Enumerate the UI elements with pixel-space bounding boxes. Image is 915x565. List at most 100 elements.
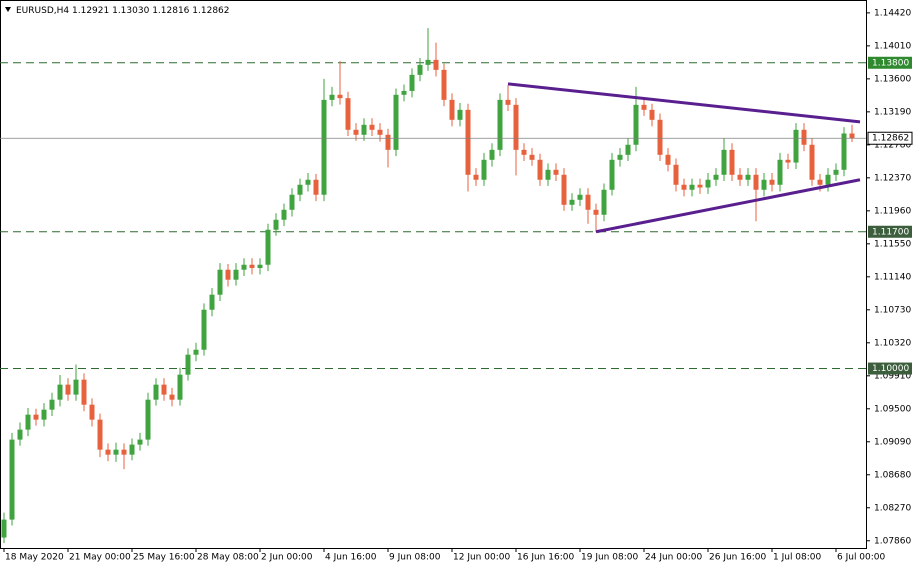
level-label: 1.13800 (872, 58, 909, 68)
y-tick-label: 1.10730 (874, 305, 911, 315)
y-tick-label: 1.12780 (874, 140, 911, 150)
candle-body (265, 229, 271, 265)
candle-body (345, 98, 351, 130)
candle-body (609, 159, 615, 190)
x-tick-label: 18 May 2020 (5, 553, 64, 563)
candle-body (361, 124, 367, 135)
candle-body (689, 184, 695, 190)
candle-body (17, 429, 23, 440)
candle-body (329, 94, 335, 100)
candle-body (833, 169, 839, 175)
candle-body (633, 104, 639, 145)
candle-body (665, 154, 671, 165)
candle-body (49, 399, 55, 410)
candle-body (473, 174, 479, 180)
x-tick-label: 2 Jun 00:00 (261, 553, 313, 563)
candle-body (145, 399, 151, 440)
y-tick-label: 1.12370 (874, 173, 911, 183)
y-tick-label: 1.11140 (874, 272, 911, 282)
candle-body (25, 414, 31, 430)
chart-header: EURUSD,H4 1.12921 1.13030 1.12816 1.1286… (16, 6, 230, 16)
x-tick-label: 1 Jul 08:00 (773, 553, 822, 563)
candle-body (481, 159, 487, 180)
candle-body (521, 149, 527, 155)
candle-body (97, 419, 103, 450)
candle-body (585, 194, 591, 210)
candle-body (745, 174, 751, 180)
candle-body (601, 189, 607, 215)
candle-body (817, 179, 823, 185)
candle-body (825, 174, 831, 185)
candle-body (433, 59, 439, 70)
candle-body (233, 269, 239, 280)
y-tick-label: 1.07860 (874, 536, 911, 546)
level-label-box (868, 225, 912, 238)
candle-body (809, 144, 815, 180)
level-label: 1.10000 (872, 364, 909, 374)
candle-body (113, 449, 119, 455)
candle-body (753, 174, 759, 190)
close-label: 1.12862 (192, 6, 229, 16)
candle-body (681, 184, 687, 190)
y-tick-label: 1.08270 (874, 503, 911, 513)
candle-body (417, 64, 423, 75)
y-tick-label: 1.11960 (874, 206, 911, 216)
price-label-box (867, 131, 913, 145)
candle-body (9, 439, 15, 520)
candle-body (497, 99, 503, 150)
candle-body (121, 449, 127, 455)
candle-body (1, 519, 7, 538)
open-label: 1.12921 (72, 6, 109, 16)
candle-body (777, 159, 783, 185)
candle-body (305, 179, 311, 185)
y-tick-label: 1.11550 (874, 239, 911, 249)
y-tick-label: 1.14420 (874, 8, 911, 18)
x-tick-label: 28 May 08:00 (197, 553, 259, 563)
candle-body (137, 439, 143, 445)
candle-body (721, 149, 727, 175)
candle-body (553, 169, 559, 175)
candle-body (793, 129, 799, 163)
y-tick-label: 1.13600 (874, 74, 911, 84)
candle-body (313, 179, 319, 195)
candle-body (425, 59, 431, 65)
candle-body (153, 384, 159, 400)
candle-body (625, 144, 631, 155)
symbol: EURUSD,H4 (16, 6, 69, 16)
candle-body (217, 269, 223, 295)
candle-body (289, 194, 295, 210)
candle-body (489, 149, 495, 160)
candle-body (89, 404, 95, 420)
candle-body (369, 124, 375, 130)
y-tick-label: 1.09910 (874, 371, 911, 381)
y-tick-label: 1.14010 (874, 41, 911, 51)
y-tick-label: 1.08680 (874, 470, 911, 480)
candle-body (561, 174, 567, 205)
candle-body (545, 169, 551, 180)
trendline (595, 178, 861, 234)
candle-body (385, 134, 391, 150)
candle-body (841, 133, 847, 170)
high-label: 1.13030 (112, 6, 149, 16)
candle-body (713, 174, 719, 180)
candle-body (177, 374, 183, 400)
candle-body (297, 184, 303, 195)
x-tick-label: 24 Jun 00:00 (645, 553, 702, 563)
price-label: 1.12862 (872, 134, 909, 144)
candle-body (33, 414, 39, 420)
y-tick-label: 1.09500 (874, 404, 911, 414)
candle-body (377, 129, 383, 135)
x-tick-label: 6 Jul 00:00 (837, 553, 886, 563)
candle-body (241, 264, 247, 270)
x-tick-label: 4 Jun 16:00 (325, 553, 377, 563)
candle-body (729, 149, 735, 175)
candle-body (257, 264, 263, 268)
candle-body (41, 409, 47, 420)
header-arrow (5, 7, 11, 12)
candle-body (593, 209, 599, 215)
candle-body (321, 99, 327, 195)
x-tick-label: 26 Jun 16:00 (709, 553, 766, 563)
x-tick-label: 21 May 00:00 (69, 553, 131, 563)
y-tick-label: 1.09090 (874, 437, 911, 447)
